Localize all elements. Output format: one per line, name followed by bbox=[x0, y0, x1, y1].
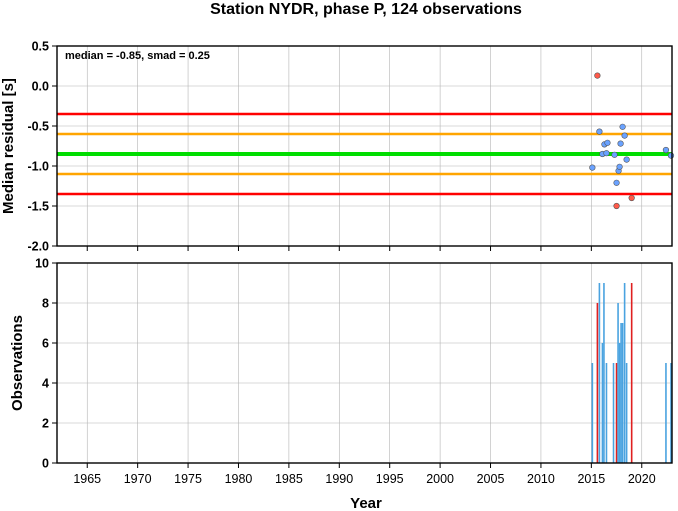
data-point bbox=[617, 140, 624, 147]
y-tick-label: 4 bbox=[42, 377, 49, 391]
data-point bbox=[628, 194, 635, 202]
data-point bbox=[589, 164, 596, 171]
observation-bar bbox=[670, 363, 672, 463]
data-point bbox=[611, 151, 618, 158]
y-tick-label: 2 bbox=[42, 417, 49, 431]
chart-title: Station NYDR, phase P, 124 observations bbox=[210, 1, 522, 18]
x-tick-label: 1995 bbox=[376, 472, 404, 486]
observations-frame bbox=[56, 262, 673, 464]
x-tick-label: 1970 bbox=[124, 472, 152, 486]
y-tick-label: 0 bbox=[42, 457, 49, 471]
y-tick-label: 10 bbox=[35, 257, 49, 271]
observation-bar bbox=[615, 363, 618, 463]
observation-bar bbox=[603, 283, 605, 463]
data-point bbox=[603, 150, 610, 157]
observation-bar bbox=[625, 363, 628, 463]
year-x-label: Year bbox=[350, 495, 382, 511]
x-tick-label: 1965 bbox=[73, 472, 101, 486]
data-point bbox=[604, 139, 611, 146]
observation-bar bbox=[621, 323, 624, 463]
data-point bbox=[621, 132, 628, 139]
observation-bar bbox=[618, 343, 621, 463]
x-tick-label: 2020 bbox=[628, 472, 656, 486]
data-point bbox=[596, 128, 603, 135]
residual-y-label: Median residual [s] bbox=[0, 78, 17, 214]
y-tick-label: 0.0 bbox=[32, 80, 49, 94]
data-point bbox=[623, 156, 630, 163]
observations-y-ticks: 0 2 4 6 8 10 bbox=[35, 257, 57, 471]
year-x-ticks: 1965 1970 1975 1980 1985 1990 1995 2000 2005 2010… bbox=[73, 463, 656, 486]
y-tick-label: -0.5 bbox=[27, 120, 49, 134]
y-tick-label: 6 bbox=[42, 337, 49, 351]
observations-grid bbox=[57, 262, 672, 464]
reference-lines bbox=[57, 112, 672, 196]
residual-grid bbox=[57, 45, 672, 247]
data-point bbox=[667, 152, 675, 159]
y-tick-label: -1.5 bbox=[27, 200, 49, 214]
observations-y-label: Observations bbox=[9, 315, 26, 411]
residual-panel: 0.5 0.0 -0.5 -1.0 -1.5 -2.0 median = -0.85, s… bbox=[0, 40, 675, 254]
observation-bar bbox=[617, 303, 619, 463]
x-tick-label: 2000 bbox=[426, 472, 454, 486]
data-point bbox=[619, 123, 626, 130]
observation-bar bbox=[665, 363, 667, 463]
y-tick-label: 0.5 bbox=[32, 40, 49, 54]
observations-panel: 0 2 4 6 8 10 1965 1970 1975 1980 1985 1990 1995 2000… bbox=[9, 257, 673, 511]
data-point bbox=[613, 179, 620, 186]
data-point bbox=[616, 163, 623, 170]
y-tick-label: -1.0 bbox=[27, 160, 49, 174]
residual-points bbox=[589, 72, 675, 210]
observation-bar bbox=[623, 283, 626, 463]
x-tick-label: 1985 bbox=[275, 472, 303, 486]
observation-bar bbox=[596, 303, 599, 463]
data-point bbox=[594, 72, 601, 79]
data-point bbox=[613, 202, 620, 210]
observation-bar bbox=[612, 363, 615, 463]
stats-annotation: median = -0.85, smad = 0.25 bbox=[65, 50, 210, 62]
y-tick-label: -2.0 bbox=[27, 240, 49, 254]
observation-bar bbox=[598, 283, 601, 463]
residual-y-ticks: 0.5 0.0 -0.5 -1.0 -1.5 -2.0 bbox=[27, 40, 643, 254]
x-tick-label: 2015 bbox=[577, 472, 605, 486]
x-tick-label: 2010 bbox=[527, 472, 555, 486]
observation-bar bbox=[605, 363, 608, 463]
y-tick-label: 8 bbox=[42, 297, 49, 311]
data-point bbox=[662, 146, 670, 154]
observation-bar bbox=[620, 323, 622, 463]
x-tick-label: 1980 bbox=[225, 472, 253, 486]
observation-bar bbox=[630, 283, 633, 463]
observation-bar bbox=[591, 363, 594, 463]
x-tick-label: 2005 bbox=[477, 472, 505, 486]
observation-bar bbox=[601, 343, 604, 463]
residual-frame bbox=[56, 45, 673, 247]
x-tick-label: 1990 bbox=[325, 472, 353, 486]
x-tick-label: 1975 bbox=[174, 472, 202, 486]
observation-bars bbox=[591, 283, 672, 463]
